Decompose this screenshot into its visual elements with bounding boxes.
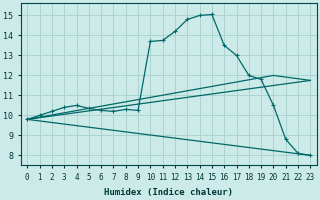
X-axis label: Humidex (Indice chaleur): Humidex (Indice chaleur)	[104, 188, 233, 197]
